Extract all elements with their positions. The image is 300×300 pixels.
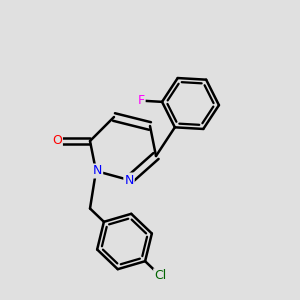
Text: F: F [137,94,145,107]
Text: N: N [124,173,134,187]
Text: N: N [93,164,102,178]
Text: O: O [52,134,62,148]
Text: Cl: Cl [154,269,167,282]
